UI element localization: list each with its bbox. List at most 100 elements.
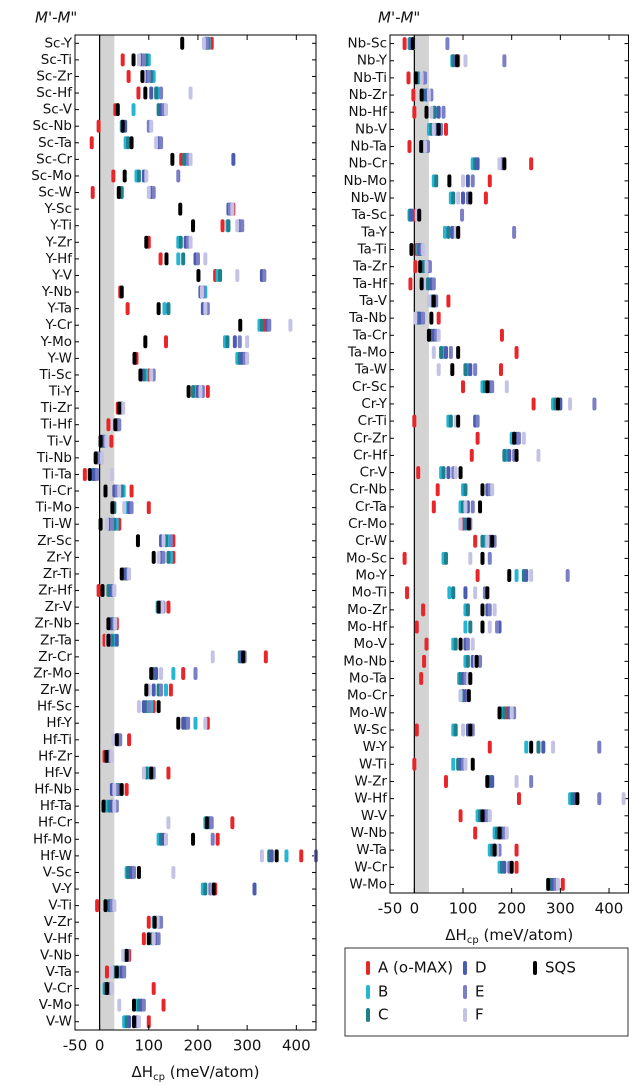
data-marker [416,466,421,480]
category-label: V-Y [52,881,73,897]
data-marker [149,119,154,133]
data-marker [149,766,154,780]
data-marker [104,982,109,996]
x-tick-label: 100 [134,1037,163,1055]
data-marker [211,882,216,896]
data-marker [441,466,446,480]
data-marker [497,826,502,840]
data-marker [168,683,173,697]
data-marker [443,122,448,136]
data-marker [127,1015,132,1029]
data-marker [465,654,470,668]
data-marker [151,932,156,946]
category-label: Y-Zr [45,234,73,250]
data-marker [468,723,473,737]
category-label: V-Mo [39,997,72,1013]
data-marker [230,816,235,830]
data-marker [163,832,168,846]
data-marker [163,335,168,349]
data-marker [421,603,426,617]
data-marker [136,1015,141,1029]
category-label: Ta-Mo [347,344,387,360]
category-label: Sc-V [43,102,73,118]
data-marker [82,467,87,481]
data-marker [124,783,129,797]
data-marker [156,302,161,316]
data-marker [447,174,452,188]
data-marker [487,809,492,823]
data-marker [421,311,426,325]
data-marker [259,318,264,332]
data-marker [465,174,470,188]
data-marker [461,380,466,394]
data-marker [103,484,108,498]
data-marker [245,351,250,365]
category-label: Zr-W [40,682,72,698]
data-marker [512,225,517,239]
data-marker [458,689,463,703]
data-marker [117,401,122,415]
data-marker [463,757,468,771]
data-marker [507,448,512,462]
legend-marker [533,961,537,975]
data-marker [186,385,191,399]
data-marker [402,551,407,565]
data-marker [226,219,231,233]
data-marker [146,700,151,714]
data-marker [450,363,455,377]
category-label: W-Mo [349,876,387,892]
data-marker [408,277,413,291]
category-label: Y-W [47,350,72,366]
data-marker [502,860,507,874]
data-marker [101,799,106,813]
category-label: Y-Ti [49,218,72,234]
data-marker [141,932,146,946]
data-marker [431,345,436,359]
category-label: Nb-Y [357,53,388,69]
data-marker [151,982,156,996]
data-marker [424,105,429,119]
category-label: V-Cr [44,981,73,997]
data-marker [111,169,116,183]
category-label: Ti-Cr [40,483,73,499]
data-marker [407,140,412,154]
data-marker [141,998,146,1012]
data-marker [475,569,480,583]
data-marker [112,899,117,913]
data-marker [419,672,424,685]
data-marker [166,600,171,614]
data-marker [122,501,127,515]
data-marker [121,401,126,415]
data-marker [203,716,208,730]
data-marker [468,672,473,685]
data-marker [98,517,103,531]
data-marker [536,740,541,754]
category-label: Ti-Zr [40,400,73,416]
data-marker [186,716,191,730]
data-marker [195,252,200,266]
data-marker [140,69,145,83]
data-marker [98,434,103,448]
data-marker [446,225,451,239]
data-marker [299,849,304,863]
category-label: Sc-Mo [31,168,72,184]
data-marker [106,584,111,598]
data-marker [252,882,257,896]
category-label: Zr-Y [47,549,73,565]
data-marker [443,345,448,359]
legend-label: B [378,983,388,1001]
data-marker [450,225,455,239]
data-marker [132,1015,137,1029]
data-marker [141,766,146,780]
data-marker [485,586,490,600]
data-marker [487,740,492,754]
category-label: W-Zr [355,773,388,789]
category-label: Sc-Y [44,35,72,51]
data-marker [127,567,132,581]
data-marker [103,899,108,913]
data-marker [241,650,246,664]
x-tick-label: 0 [410,900,420,918]
data-marker [160,600,165,614]
data-marker [419,277,424,291]
data-marker [551,740,556,754]
